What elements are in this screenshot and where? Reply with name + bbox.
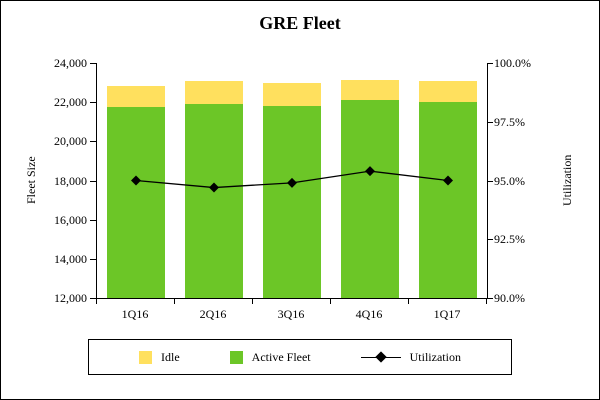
x-axis-tick xyxy=(330,299,331,304)
utilization-marker-diamond-icon xyxy=(443,175,453,186)
left-axis-tick xyxy=(90,63,96,64)
legend-label-utilization: Utilization xyxy=(409,349,461,364)
right-axis-tick-label: 100.0% xyxy=(494,56,531,70)
left-axis-tick xyxy=(90,141,96,143)
legend-swatch-active-fleet-icon xyxy=(229,350,243,364)
left-axis-tick xyxy=(90,102,96,104)
bar-active-fleet xyxy=(341,100,399,298)
right-axis-tick xyxy=(487,63,493,64)
x-axis-label: 3Q16 xyxy=(277,307,305,321)
right-axis-tick xyxy=(487,239,493,241)
left-axis-tick-label: 24,000 xyxy=(54,56,87,70)
legend-item-active-fleet: Active Fleet xyxy=(229,349,311,365)
right-axis-tick-label: 97.5% xyxy=(494,114,525,129)
right-axis-tick-label: 92.5% xyxy=(494,232,525,247)
legend-item-idle: Idle xyxy=(139,350,180,365)
bar-idle xyxy=(263,82,321,107)
legend-label-idle: Idle xyxy=(161,349,180,364)
right-axis-tick-label: 95.0% xyxy=(494,173,525,188)
utilization-marker-diamond-icon xyxy=(209,182,219,193)
left-axis-tick-label: 12,000 xyxy=(54,291,87,305)
right-axis-tick xyxy=(487,121,493,123)
legend-label-active-fleet: Active Fleet xyxy=(251,349,311,364)
bar-idle xyxy=(107,85,165,108)
x-axis-label: 1Q17 xyxy=(433,307,461,321)
x-axis-tick xyxy=(408,299,409,304)
utilization-marker-diamond-icon xyxy=(287,177,297,188)
right-axis-tick xyxy=(487,180,493,182)
x-axis-tick xyxy=(252,299,253,304)
legend-swatch-idle-icon xyxy=(139,350,152,364)
x-axis-tick xyxy=(486,299,487,304)
x-axis-label: 4Q16 xyxy=(355,307,383,321)
legend-item-utilization: Utilization xyxy=(360,349,461,365)
legend-swatch-utilization-icon xyxy=(360,350,401,364)
left-axis-tick-label: 22,000 xyxy=(54,95,87,110)
left-axis-tick-label: 18,000 xyxy=(54,173,87,188)
bar-idle xyxy=(185,80,243,105)
left-axis-tick-label: 16,000 xyxy=(54,212,87,227)
left-axis-tick-label: 20,000 xyxy=(54,134,87,149)
left-axis-tick xyxy=(90,298,96,299)
x-axis-label: 2Q16 xyxy=(199,307,227,321)
x-axis-tick xyxy=(174,299,175,304)
left-axis-tick xyxy=(90,180,96,182)
bar-idle xyxy=(341,79,399,101)
chart-title: GRE Fleet xyxy=(259,13,341,33)
bar-idle xyxy=(419,80,477,103)
legend-diamond-icon xyxy=(374,350,387,363)
left-axis-tick xyxy=(90,258,96,260)
right-axis-title: Utilization xyxy=(560,154,574,207)
utilization-line-layer xyxy=(131,166,453,193)
utilization-marker-diamond-icon xyxy=(365,166,375,177)
left-axis-tick xyxy=(90,219,96,221)
bar-active-fleet xyxy=(107,107,165,298)
legend: Idle Active Fleet Utilization xyxy=(88,339,512,375)
bar-active-fleet xyxy=(185,104,243,298)
x-axis-tick xyxy=(96,299,97,304)
left-axis-tick-label: 14,000 xyxy=(54,251,87,266)
bar-active-fleet xyxy=(263,106,321,298)
plot-area xyxy=(96,63,488,299)
right-axis-tick xyxy=(487,298,493,299)
bar-active-fleet xyxy=(419,102,477,298)
utilization-marker-diamond-icon xyxy=(131,175,141,186)
x-axis-label: 1Q16 xyxy=(121,307,149,321)
right-axis-tick-label: 90.0% xyxy=(494,291,525,305)
